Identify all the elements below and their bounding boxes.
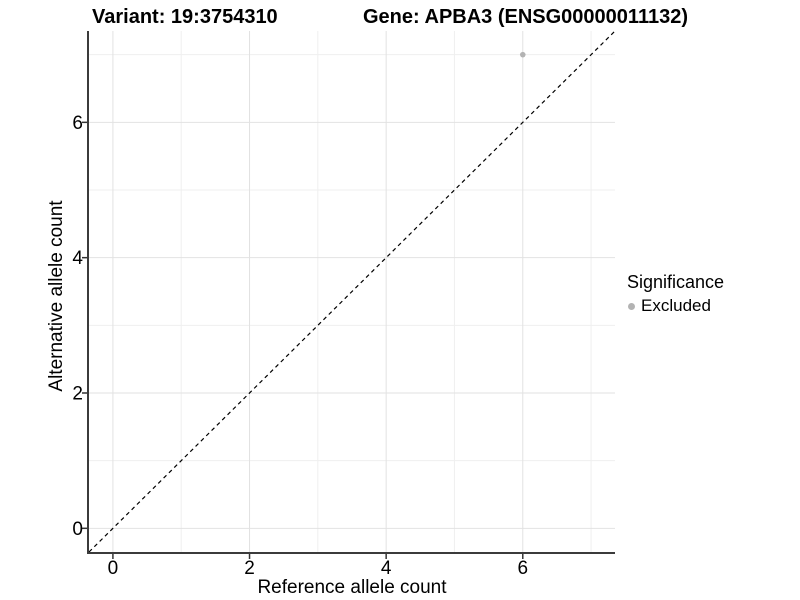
y-tick-label: 6 bbox=[72, 113, 83, 134]
y-axis-title: Alternative allele count bbox=[46, 200, 67, 392]
legend-title: Significance bbox=[627, 272, 725, 292]
identity-reference-line bbox=[88, 30, 616, 553]
y-tick-label: 0 bbox=[72, 519, 83, 540]
x-axis-title: Reference allele count bbox=[257, 577, 447, 598]
y-tick-label: 2 bbox=[72, 383, 83, 404]
x-tick-label: 2 bbox=[244, 558, 255, 579]
legend-item-label: Excluded bbox=[641, 296, 711, 315]
x-tick-label: 0 bbox=[108, 558, 119, 579]
y-tick-label: 4 bbox=[72, 248, 83, 269]
x-tick-label: 4 bbox=[381, 558, 392, 579]
data-point bbox=[519, 51, 526, 58]
legend-item-excluded: Excluded bbox=[628, 296, 724, 316]
legend: Significance Excluded bbox=[627, 271, 724, 316]
legend-point-swatch bbox=[628, 302, 635, 310]
x-tick-label: 6 bbox=[517, 558, 528, 579]
plot-title-variant: Variant: 19:3754310 bbox=[92, 6, 278, 28]
plot-title-gene: Gene: APBA3 (ENSG00000011132) bbox=[363, 6, 688, 28]
